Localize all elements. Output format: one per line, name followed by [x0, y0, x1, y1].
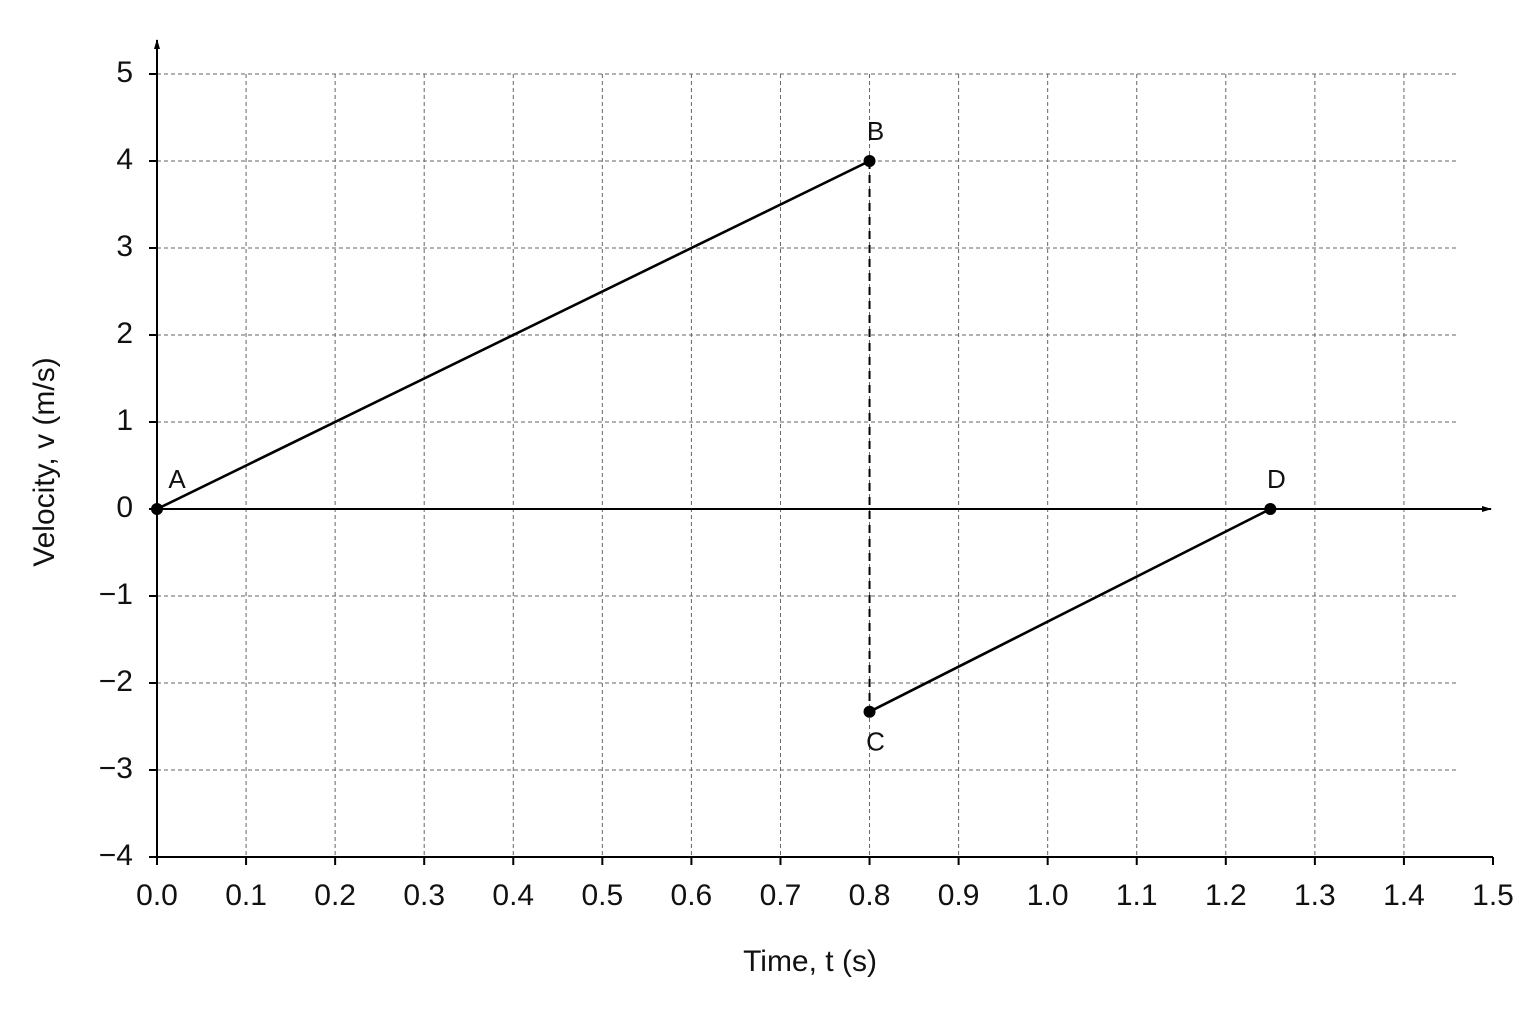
point — [863, 705, 876, 718]
x-tick-label: 0.8 — [849, 879, 891, 912]
point — [863, 155, 876, 167]
y-axis-label: Velocity, v (m/s) — [28, 357, 61, 566]
y-tick-label: 3 — [116, 230, 133, 263]
line-segment — [868, 507, 1271, 713]
x-tick-label: 1.0 — [1027, 879, 1069, 912]
y-tick-label: 0 — [116, 491, 133, 524]
x-axis-label: Time, t (s) — [743, 945, 877, 978]
point-label: C — [866, 727, 885, 757]
point — [1264, 503, 1277, 515]
x-tick-label: 0.7 — [760, 879, 802, 912]
x-tick-label: 0.5 — [581, 879, 623, 912]
y-tick-label: −4 — [99, 839, 133, 872]
x-tick-label: 0.1 — [225, 879, 267, 912]
x-tick-label: 0.4 — [492, 879, 534, 912]
y-tick-label: −1 — [99, 578, 133, 611]
x-tick-label: 1.1 — [1116, 879, 1158, 912]
y-tick-label: 2 — [116, 317, 133, 350]
y-tick-label: −2 — [99, 665, 133, 698]
x-tick-label: 1.5 — [1472, 879, 1514, 912]
point-label: A — [168, 464, 186, 494]
x-tick-label: 0.2 — [314, 879, 356, 912]
y-tick-label: 4 — [116, 143, 133, 176]
x-tick-label: 0.3 — [403, 879, 445, 912]
point-label: D — [1267, 464, 1286, 494]
x-tick-label: 1.3 — [1294, 879, 1336, 912]
y-tick-label: 5 — [116, 56, 133, 89]
line-segment — [156, 159, 871, 511]
x-tick-label: 0.6 — [671, 879, 713, 912]
y-tick-label: −3 — [99, 752, 133, 785]
x-tick-label: 0.0 — [136, 879, 178, 912]
x-tick-label: 1.2 — [1205, 879, 1247, 912]
point-label: B — [867, 116, 884, 146]
point — [151, 503, 163, 515]
x-tick-label: 0.9 — [938, 879, 980, 912]
x-tick-label: 1.4 — [1383, 879, 1425, 912]
y-tick-label: 1 — [116, 404, 133, 437]
